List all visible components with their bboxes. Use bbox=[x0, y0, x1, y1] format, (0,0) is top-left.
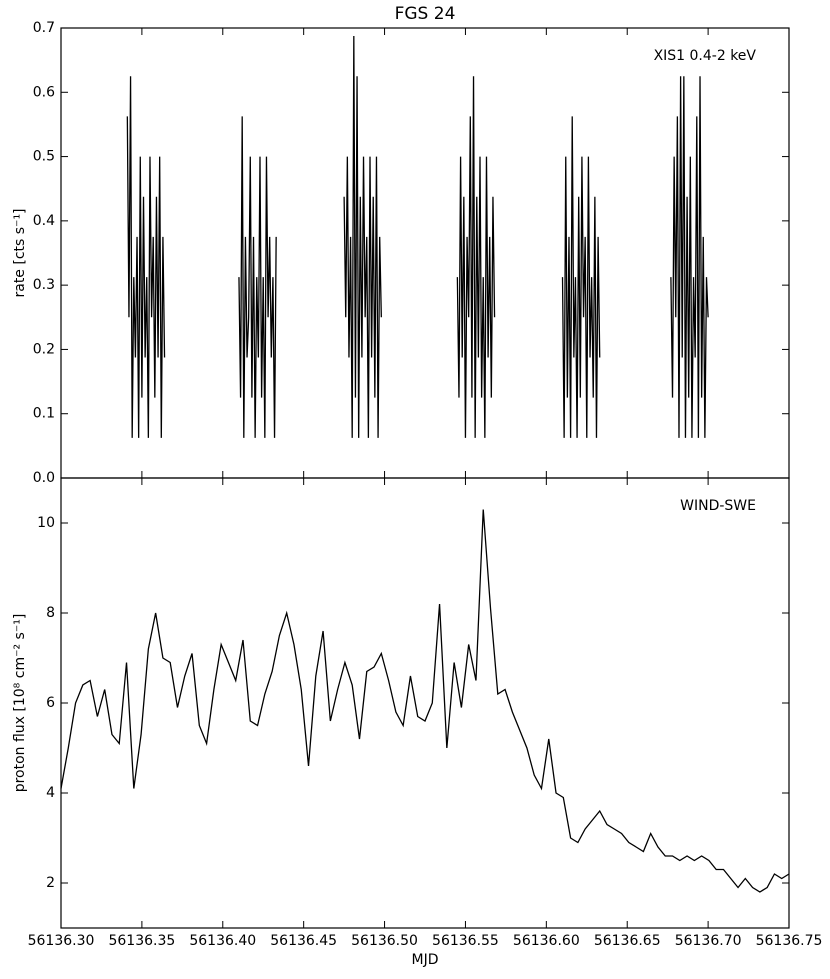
y-axis-label: proton flux [10⁸ cm⁻² s⁻¹] bbox=[12, 614, 28, 793]
x-tick-label: 56136.50 bbox=[351, 933, 418, 949]
y-tick-label: 0.4 bbox=[33, 213, 55, 229]
y-tick-label: 0.3 bbox=[33, 277, 55, 293]
y-tick-label: 2 bbox=[46, 875, 55, 891]
data-line bbox=[60, 509, 790, 893]
y-tick-label: 0.2 bbox=[33, 341, 55, 357]
y-tick-label: 0.5 bbox=[33, 149, 55, 165]
x-tick-label: 56136.65 bbox=[594, 933, 661, 949]
x-tick-label: 56136.30 bbox=[28, 933, 95, 949]
x-tick-label: 56136.70 bbox=[675, 933, 742, 949]
x-tick-label: 56136.55 bbox=[432, 933, 499, 949]
data-line bbox=[126, 36, 709, 438]
annotation: WIND-SWE bbox=[680, 498, 756, 514]
y-tick-label: 0.7 bbox=[33, 20, 55, 36]
x-axis-label: MJD bbox=[412, 952, 439, 968]
x-tick-label: 56136.75 bbox=[756, 933, 823, 949]
x-tick-label: 56136.40 bbox=[189, 933, 256, 949]
y-tick-label: 4 bbox=[46, 785, 55, 801]
x-tick-label: 56136.60 bbox=[513, 933, 580, 949]
y-tick-label: 10 bbox=[37, 515, 55, 531]
x-tick-label: 56136.45 bbox=[270, 933, 337, 949]
x-tick-label: 56136.35 bbox=[108, 933, 175, 949]
y-tick-label: 0.0 bbox=[33, 470, 55, 486]
y-tick-label: 0.6 bbox=[33, 84, 55, 100]
annotation: XIS1 0.4-2 keV bbox=[654, 48, 757, 64]
y-tick-label: 8 bbox=[46, 605, 55, 621]
y-tick-label: 6 bbox=[46, 695, 55, 711]
y-axis-label: rate [cts s⁻¹] bbox=[12, 208, 28, 297]
chart-title: FGS 24 bbox=[395, 4, 456, 24]
y-tick-label: 0.1 bbox=[33, 406, 55, 422]
